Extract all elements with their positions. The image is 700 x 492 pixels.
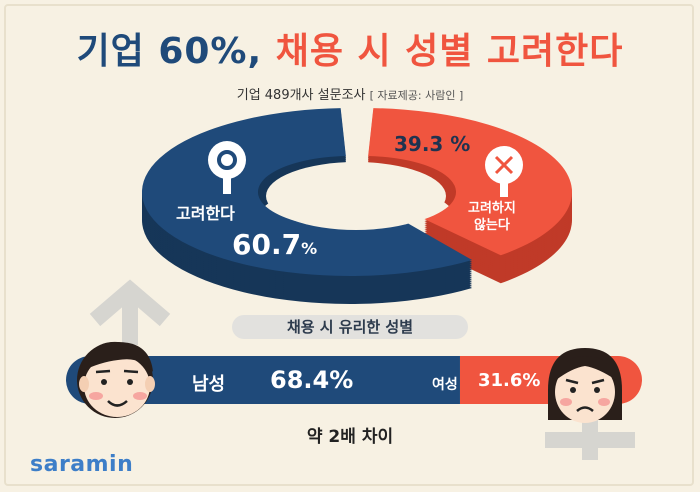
not-consider-slice — [368, 108, 572, 256]
man-face-icon — [77, 341, 155, 418]
x-mark-pin-icon — [485, 146, 523, 197]
male-label: 남성 — [192, 374, 226, 395]
difference-note: 약 2배 차이 — [306, 427, 394, 447]
survey-description: 기업 489개사 설문조사 — [236, 88, 366, 103]
not-consider-label: 고려하지 않는다 — [468, 200, 516, 234]
consider-value: 60.7% — [232, 228, 317, 261]
title-part-1: 기업 60%, — [76, 31, 263, 72]
consider-label: 고려한다 — [176, 204, 235, 223]
donut-hole — [266, 162, 446, 230]
frame-border — [4, 4, 694, 486]
consider-value-unit: % — [301, 239, 318, 258]
gender-bar-title: 채용 시 유리한 성별 — [232, 315, 468, 339]
not-consider-label-line1: 고려하지 — [468, 201, 516, 216]
male-bar-segment — [66, 356, 460, 404]
woman-face-icon — [548, 348, 622, 423]
consider-value-number: 60.7 — [232, 228, 302, 261]
location-pin-icon — [208, 141, 246, 194]
female-value: 31.6% — [478, 370, 541, 391]
not-consider-label-line2: 않는다 — [473, 218, 510, 233]
male-symbol-icon — [89, 279, 171, 345]
not-consider-value: 39.3 % — [394, 132, 471, 156]
data-source: [ 자료제공: 사람인 ] — [369, 89, 464, 102]
title-part-2: 채용 시 성별 고려한다 — [275, 31, 624, 72]
page-title: 기업 60%, 채용 시 성별 고려한다 — [0, 22, 700, 74]
brand-logo: saramin — [30, 452, 134, 477]
subtitle: 기업 489개사 설문조사 [ 자료제공: 사람인 ] — [0, 84, 700, 103]
male-value: 68.4% — [270, 366, 354, 394]
female-label: 여성 — [432, 377, 458, 393]
